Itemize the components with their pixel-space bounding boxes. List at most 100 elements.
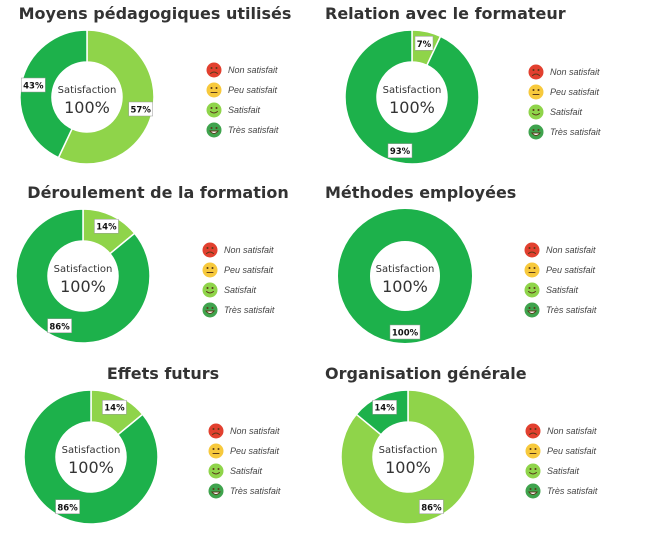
neutral-face-icon — [524, 262, 540, 278]
center-label: Satisfaction — [58, 85, 117, 96]
svg-text:100%: 100% — [392, 329, 419, 339]
legend-label: Non satisfait — [228, 65, 278, 75]
center-label: Satisfaction — [62, 445, 121, 456]
svg-text:93%: 93% — [390, 147, 411, 157]
center-label: Satisfaction — [54, 264, 113, 275]
slice-tres-satisfait — [16, 209, 151, 344]
svg-text:86%: 86% — [57, 503, 78, 513]
chart-title: Effets futurs — [106, 364, 220, 383]
svg-text:14%: 14% — [104, 404, 125, 414]
donut-chart: Satisfaction 100% 7% 93% — [345, 30, 480, 165]
legend-label: Non satisfait — [547, 426, 597, 436]
slice-tres-satisfait — [338, 209, 472, 343]
data-label: 86% — [47, 318, 72, 334]
grin-face-icon — [206, 122, 222, 138]
chart-title: Organisation générale — [325, 364, 527, 383]
neutral-face-icon — [206, 82, 222, 98]
legend-item: Peu satisfait — [206, 80, 278, 100]
legend-label: Non satisfait — [550, 67, 600, 77]
chart-title: Moyens pédagogiques utilisés — [18, 4, 292, 23]
legend-item: Peu satisfait — [528, 82, 600, 102]
neutral-face-icon — [208, 443, 224, 459]
legend-label: Très satisfait — [550, 127, 601, 137]
chart-title: Relation avec le formateur — [325, 4, 566, 23]
legend-item: Non satisfait — [208, 421, 280, 441]
legend-label: Peu satisfait — [550, 87, 600, 97]
legend-label: Très satisfait — [546, 305, 597, 315]
legend-item: Non satisfait — [528, 62, 600, 82]
grin-face-icon — [208, 483, 224, 499]
legend-item: Peu satisfait — [525, 441, 597, 461]
center-value: 100% — [382, 277, 428, 296]
legend-item: Non satisfait — [202, 240, 274, 260]
smile-face-icon — [524, 282, 540, 298]
legend-label: Non satisfait — [546, 245, 596, 255]
legend: Non satisfait Peu satisfait Satisfait Très … — [202, 240, 274, 320]
legend: Non satisfait Peu satisfait Satisfait Très … — [208, 421, 280, 501]
grin-face-icon — [202, 302, 218, 318]
chart-title: Déroulement de la formation — [27, 183, 289, 202]
sad-face-icon — [528, 64, 544, 80]
sad-face-icon — [206, 62, 222, 78]
chart-panel-moyens: Moyens pédagogiques utilisés Satisfactio… — [0, 4, 325, 182]
donut-chart: Satisfaction 100% 14% 86% — [24, 390, 159, 525]
legend: Non satisfait Peu satisfait Satisfait Très … — [528, 62, 600, 142]
smile-face-icon — [528, 104, 544, 120]
legend-item: Non satisfait — [206, 60, 278, 80]
data-label: 14% — [102, 399, 127, 415]
donut-chart: Satisfaction 100% 14% 86% — [16, 209, 151, 344]
legend-item: Satisfait — [524, 280, 596, 300]
slice-tres-satisfait — [24, 390, 159, 525]
slice-satisfait — [341, 390, 476, 525]
svg-text:57%: 57% — [130, 105, 151, 115]
slice-tres-satisfait — [20, 30, 88, 159]
svg-text:7%: 7% — [417, 40, 432, 50]
grin-face-icon — [524, 302, 540, 318]
center-label: Satisfaction — [376, 264, 435, 275]
legend-item: Satisfait — [208, 461, 280, 481]
grin-face-icon — [525, 483, 541, 499]
legend: Non satisfait Peu satisfait Satisfait Très … — [525, 421, 597, 501]
legend-label: Satisfait — [228, 105, 261, 115]
legend-label: Peu satisfait — [224, 265, 274, 275]
sad-face-icon — [202, 242, 218, 258]
svg-text:86%: 86% — [49, 322, 70, 332]
data-label: 7% — [414, 36, 434, 51]
sad-face-icon — [524, 242, 540, 258]
donut-chart: Satisfaction 100% 57% 43% — [20, 30, 155, 165]
legend-item: Satisfait — [528, 102, 600, 122]
data-label: 14% — [94, 218, 119, 234]
chart-panel-relation: Relation avec le formateur Satisfaction 1… — [325, 4, 650, 182]
legend-label: Satisfait — [547, 466, 580, 476]
legend-label: Très satisfait — [224, 305, 275, 315]
data-label: 86% — [419, 499, 444, 515]
smile-face-icon — [525, 463, 541, 479]
center-value: 100% — [385, 458, 431, 477]
center-label: Satisfaction — [379, 445, 438, 456]
legend-item: Satisfait — [525, 461, 597, 481]
sad-face-icon — [525, 423, 541, 439]
legend-label: Satisfait — [550, 107, 583, 117]
neutral-face-icon — [528, 84, 544, 100]
center-value: 100% — [389, 98, 435, 117]
legend-item: Non satisfait — [524, 240, 596, 260]
legend-item: Très satisfait — [208, 481, 280, 501]
legend-item: Peu satisfait — [208, 441, 280, 461]
chart-title: Méthodes employées — [325, 183, 517, 202]
data-label: 93% — [387, 143, 413, 158]
donut-chart: Satisfaction 100% 100% — [338, 209, 472, 343]
legend-item: Satisfait — [206, 100, 278, 120]
legend-item: Très satisfait — [525, 481, 597, 501]
data-label: 57% — [128, 101, 153, 117]
legend-label: Satisfait — [546, 285, 579, 295]
legend-label: Très satisfait — [230, 486, 281, 496]
smile-face-icon — [206, 102, 222, 118]
chart-panel-methodes: Méthodes employées Satisfaction 100% 100% … — [325, 183, 650, 361]
svg-text:14%: 14% — [96, 223, 117, 233]
svg-text:43%: 43% — [23, 82, 44, 92]
legend-item: Peu satisfait — [524, 260, 596, 280]
svg-text:86%: 86% — [421, 503, 442, 513]
center-value: 100% — [60, 277, 106, 296]
grin-face-icon — [528, 124, 544, 140]
legend-label: Satisfait — [230, 466, 263, 476]
